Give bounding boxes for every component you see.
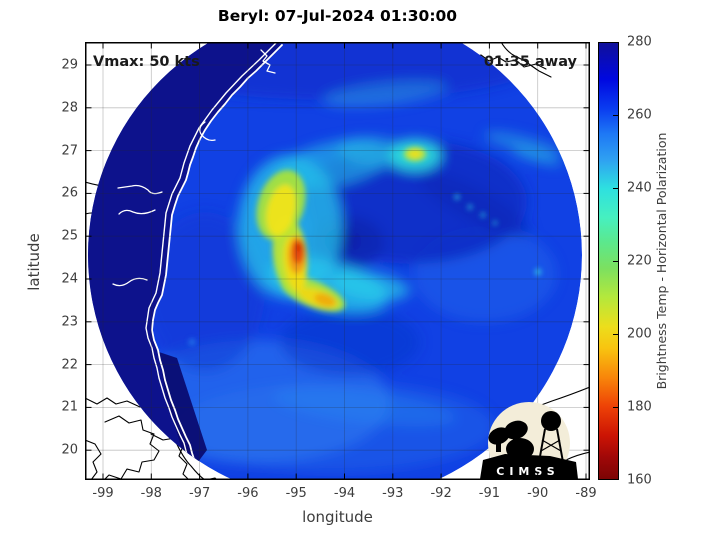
colorbar-tick-label: 160 <box>627 472 652 488</box>
colorbar-tick-label: 280 <box>627 34 652 50</box>
y-tick-label: 24 <box>61 271 78 287</box>
vmax-annotation: Vmax: 50 kts <box>93 54 200 70</box>
cimss-logo-silhouette <box>480 411 578 479</box>
colorbar-tick-mark <box>613 407 618 408</box>
map-panel: CIMSS <box>85 42 590 480</box>
y-tick-label: 22 <box>61 357 78 373</box>
colorbar-tick-mark <box>613 115 618 116</box>
y-tick-label: 25 <box>61 228 78 244</box>
cimss-logo-text: CIMSS <box>496 465 559 478</box>
y-tick-label: 29 <box>61 57 78 73</box>
colorbar <box>598 42 619 480</box>
x-tick-label: -89 <box>575 486 597 501</box>
colorbar-tick-label: 220 <box>627 253 652 269</box>
colorbar-tick-mark <box>613 334 618 335</box>
eta-annotation: 01:35 away <box>483 54 577 70</box>
colorbar-tick-label: 200 <box>627 326 652 342</box>
colorbar-tick-mark <box>613 261 618 262</box>
y-tick-label: 26 <box>61 185 78 201</box>
x-tick-label: -94 <box>333 486 356 501</box>
x-tick-label: -99 <box>92 486 114 501</box>
colorbar-tick-label: 180 <box>627 399 652 415</box>
gridlines <box>85 42 590 480</box>
colorbar-label: Brightness Temp - Horizontal Polarizatio… <box>654 132 669 390</box>
x-tick-label: -98 <box>140 486 162 501</box>
x-tick-label: -95 <box>285 486 307 501</box>
x-tick-label: -91 <box>478 486 501 501</box>
x-axis-label: longitude <box>302 508 373 526</box>
x-tick-label: -96 <box>237 486 259 501</box>
cimss-logo: CIMSS <box>480 402 578 480</box>
plot-title: Beryl: 07-Jul-2024 01:30:00 <box>217 7 458 25</box>
y-tick-label: 21 <box>61 399 78 415</box>
land-fill <box>88 42 282 480</box>
y-tick-label: 23 <box>61 314 78 330</box>
y-axis-label: latitude <box>25 233 43 291</box>
y-tick-label: 20 <box>61 442 78 458</box>
colorbar-tick-label: 240 <box>627 180 652 196</box>
y-tick-label: 27 <box>61 143 78 159</box>
x-tick-label: -93 <box>382 486 404 501</box>
axis-tick-marks <box>85 42 590 480</box>
x-tick-label: -92 <box>430 486 452 501</box>
plot-frame <box>85 42 590 480</box>
coastline-white <box>112 42 283 471</box>
x-tick-label: -90 <box>527 486 549 501</box>
brightness-temp-swath <box>88 42 582 480</box>
y-tick-label: 28 <box>61 100 78 116</box>
x-tick-label: -97 <box>188 486 211 501</box>
colorbar-tick-label: 260 <box>627 107 652 123</box>
colorbar-tick-mark <box>613 188 618 189</box>
